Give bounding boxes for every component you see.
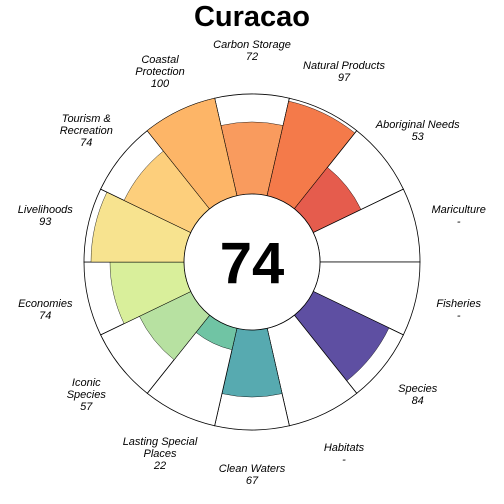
petal-label-habitats: Habitats -	[324, 442, 365, 466]
petal-label-mariculture: Mariculture -	[431, 204, 485, 228]
petal-label-clean-waters: Clean Waters 67	[219, 463, 286, 487]
petal-label-carbon-storage: Carbon Storage 72	[213, 39, 291, 63]
center-hub	[183, 193, 321, 331]
petal-label-coastal-protection: Coastal Protection 100	[135, 54, 185, 90]
petal-label-tourism-recreation: Tourism & Recreation 74	[60, 113, 113, 149]
petal-label-aboriginal-needs: Aboriginal Needs 53	[375, 119, 460, 143]
petal-label-iconic-species: Iconic Species 57	[67, 377, 107, 413]
petal-label-species: Species 84	[398, 383, 438, 407]
center-score: 74	[220, 231, 285, 296]
petal-label-lasting-special-places: Lasting Special Places 22	[123, 436, 198, 472]
chart-title: Curacao	[193, 1, 311, 33]
petal-label-livelihoods: Livelihoods 93	[18, 204, 74, 228]
petal-label-economies: Economies 74	[18, 298, 73, 322]
petal-label-fisheries: Fisheries -	[436, 298, 481, 322]
petal-label-natural-products: Natural Products 97	[303, 60, 385, 84]
